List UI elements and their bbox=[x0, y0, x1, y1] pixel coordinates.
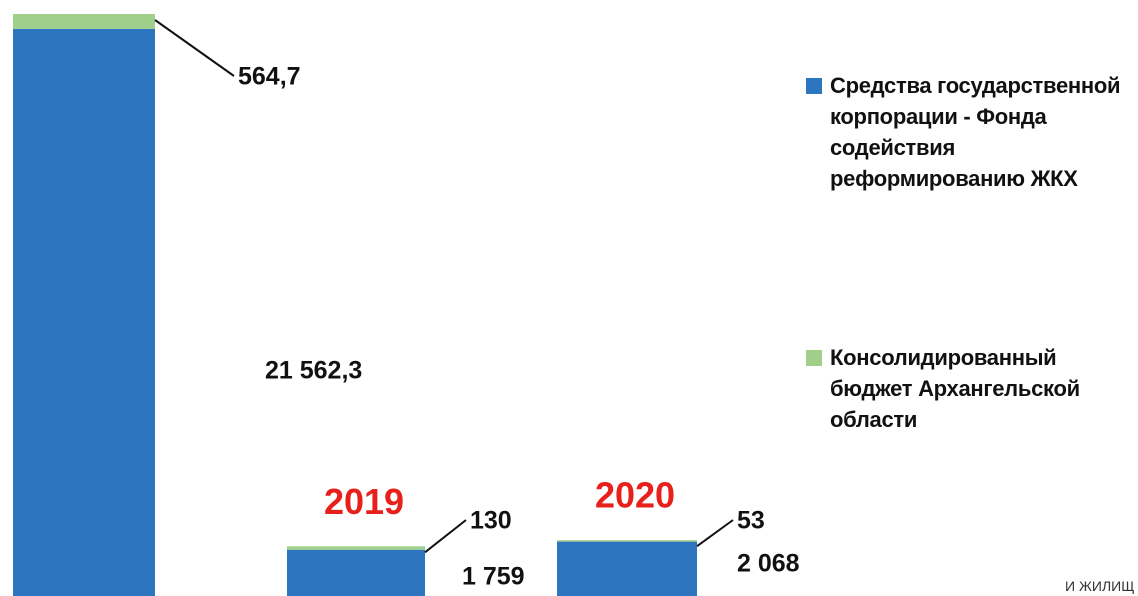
leader-line bbox=[696, 519, 734, 548]
leader-line bbox=[424, 519, 467, 554]
bar-segment bbox=[13, 14, 155, 29]
leader-line bbox=[154, 19, 235, 77]
data-label: 53 bbox=[737, 507, 765, 535]
bar-segment bbox=[557, 541, 697, 596]
category-label: 2020 bbox=[595, 475, 675, 516]
legend-item: Консолидированный бюджет Архангельской о… bbox=[806, 342, 1130, 435]
data-label: 21 562,3 bbox=[265, 357, 362, 385]
bar-segment bbox=[287, 546, 425, 550]
data-label: 130 bbox=[470, 507, 512, 535]
bar-segment bbox=[557, 540, 697, 542]
legend-swatch bbox=[806, 350, 822, 366]
legend-item: Средства государственной корпорации - Фо… bbox=[806, 70, 1130, 194]
bar-segment bbox=[287, 549, 425, 596]
bar-segment bbox=[13, 28, 155, 596]
data-label: 2 068 bbox=[737, 550, 800, 578]
data-label: 564,7 bbox=[238, 63, 301, 91]
legend-label: Средства государственной корпорации - Фо… bbox=[830, 73, 1121, 191]
legend-swatch bbox=[806, 78, 822, 94]
cropped-text: И ЖИЛИЩ bbox=[1065, 578, 1135, 594]
legend-label: Консолидированный бюджет Архангельской о… bbox=[830, 345, 1080, 432]
data-label: 1 759 bbox=[462, 563, 525, 591]
category-label: 2019 bbox=[324, 481, 404, 522]
